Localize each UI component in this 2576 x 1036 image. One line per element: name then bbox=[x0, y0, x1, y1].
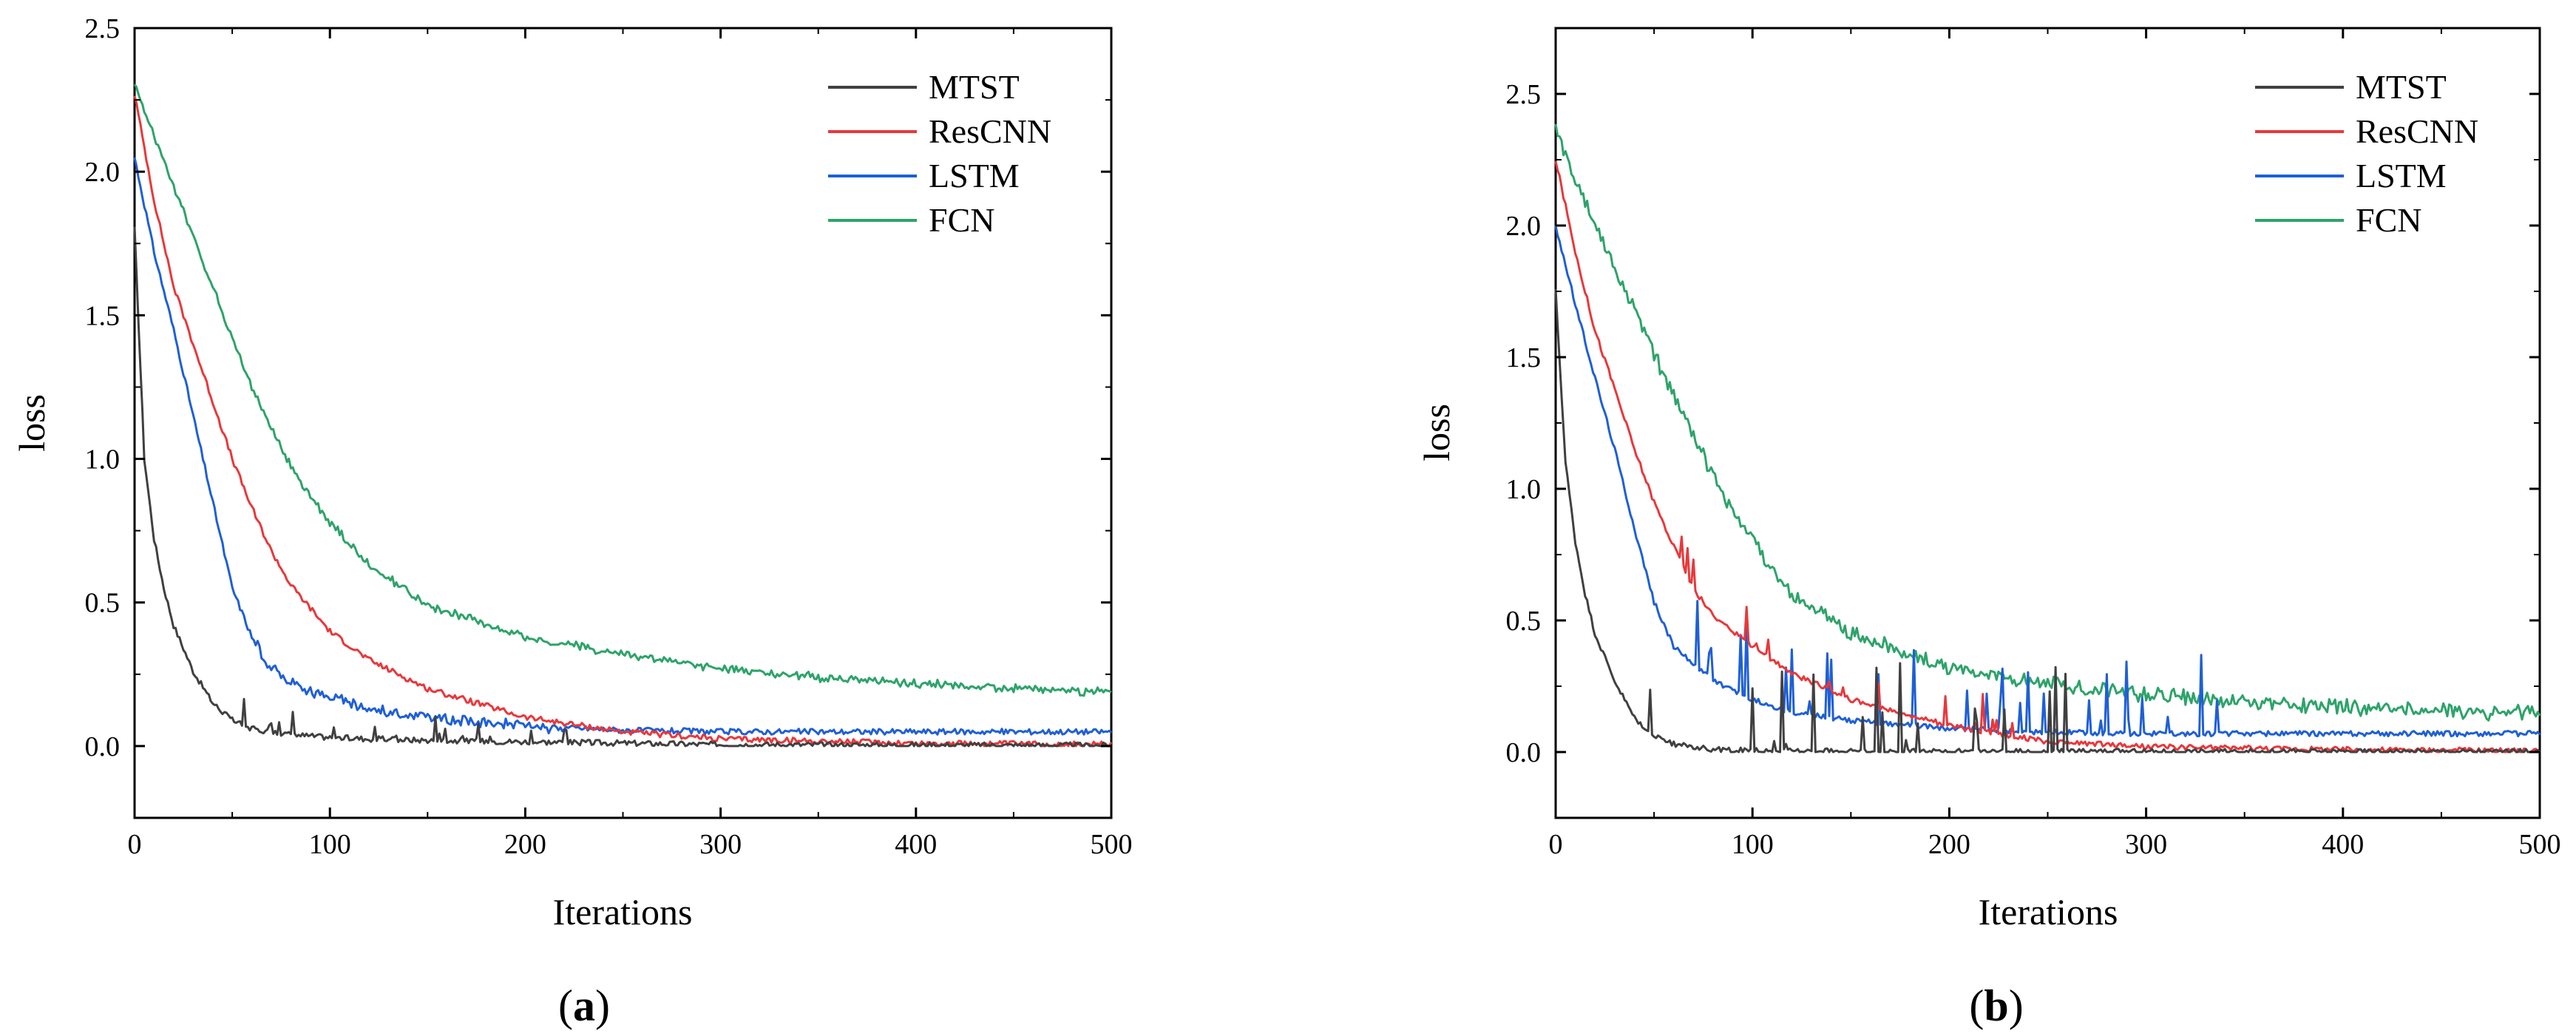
x-tick-label: 0 bbox=[1549, 829, 1563, 860]
series-line-mtst bbox=[133, 226, 1112, 748]
y-tick-label: 2.5 bbox=[1506, 79, 1542, 110]
panel-a: 0 100 200 300 400 500 0.0 0.5 1.0 1.5 2.0 2.5 Iter… bbox=[11, 13, 1133, 1030]
panel-label: (b) bbox=[1969, 981, 2023, 1030]
y-tick-label: 2.5 bbox=[85, 13, 121, 44]
y-axis-title: loss bbox=[1416, 404, 1457, 461]
series-line-mtst bbox=[1554, 288, 2541, 754]
x-tick-label: 200 bbox=[1928, 829, 1970, 860]
x-tick-label: 100 bbox=[1732, 829, 1774, 860]
series-line-rescnn bbox=[1554, 160, 2541, 754]
x-tick-label: 0 bbox=[128, 829, 142, 860]
y-tick-label: 0.0 bbox=[1506, 737, 1542, 768]
y-tick-label: 1.0 bbox=[1506, 474, 1542, 505]
y-tick-label: 1.5 bbox=[1506, 342, 1542, 373]
x-axis-title: Iterations bbox=[1979, 891, 2118, 932]
x-tick-label: 300 bbox=[699, 829, 742, 860]
legend-label: MTST bbox=[2356, 68, 2447, 106]
x-tick-label: 400 bbox=[2322, 829, 2364, 860]
legend-label: LSTM bbox=[929, 157, 1020, 194]
series-line-lstm bbox=[133, 157, 1113, 736]
x-axis-ticks: 0 100 200 300 400 500 bbox=[1549, 28, 2561, 860]
panel-label: (a) bbox=[558, 981, 610, 1030]
y-axis-ticks: 0.0 0.5 1.0 1.5 2.0 2.5 bbox=[85, 13, 1111, 762]
y-tick-label: 2.0 bbox=[85, 157, 121, 188]
series-line-lstm bbox=[1554, 225, 2541, 738]
legend: MTST ResCNN LSTM FCN bbox=[2255, 68, 2478, 239]
x-tick-label: 100 bbox=[309, 829, 351, 860]
legend-label: FCN bbox=[929, 201, 994, 239]
legend-label: ResCNN bbox=[2356, 112, 2478, 150]
series-layer bbox=[133, 84, 1113, 748]
y-tick-label: 0.0 bbox=[85, 731, 121, 762]
y-tick-label: 1.5 bbox=[85, 300, 121, 331]
x-tick-label: 300 bbox=[2125, 829, 2167, 860]
x-tick-label: 500 bbox=[2519, 829, 2561, 860]
legend-label: ResCNN bbox=[929, 112, 1051, 150]
y-axis-ticks: 0.0 0.5 1.0 1.5 2.0 2.5 bbox=[1506, 79, 2540, 768]
series-line-rescnn bbox=[133, 95, 1113, 748]
x-tick-label: 500 bbox=[1091, 829, 1133, 860]
legend: MTST ResCNN LSTM FCN bbox=[828, 68, 1051, 239]
y-tick-label: 0.5 bbox=[1506, 606, 1542, 637]
x-axis-ticks: 0 100 200 300 400 500 bbox=[128, 28, 1133, 860]
legend-label: LSTM bbox=[2356, 157, 2447, 194]
x-axis-title: Iterations bbox=[553, 891, 693, 932]
x-tick-label: 200 bbox=[504, 829, 546, 860]
legend-label: MTST bbox=[929, 68, 1020, 106]
y-axis-title: loss bbox=[11, 394, 52, 452]
x-tick-label: 400 bbox=[895, 829, 937, 860]
panel-b: 0 100 200 300 400 500 0.0 0.5 1.0 1.5 2.0 2.5 Iter… bbox=[1416, 27, 2561, 1030]
y-tick-label: 0.5 bbox=[85, 588, 121, 619]
y-tick-label: 1.0 bbox=[85, 444, 121, 475]
y-tick-label: 2.0 bbox=[1506, 211, 1542, 242]
series-line-fcn bbox=[1554, 123, 2541, 722]
series-layer bbox=[1554, 123, 2541, 754]
series-line-fcn bbox=[133, 84, 1112, 697]
legend-label: FCN bbox=[2356, 201, 2421, 239]
